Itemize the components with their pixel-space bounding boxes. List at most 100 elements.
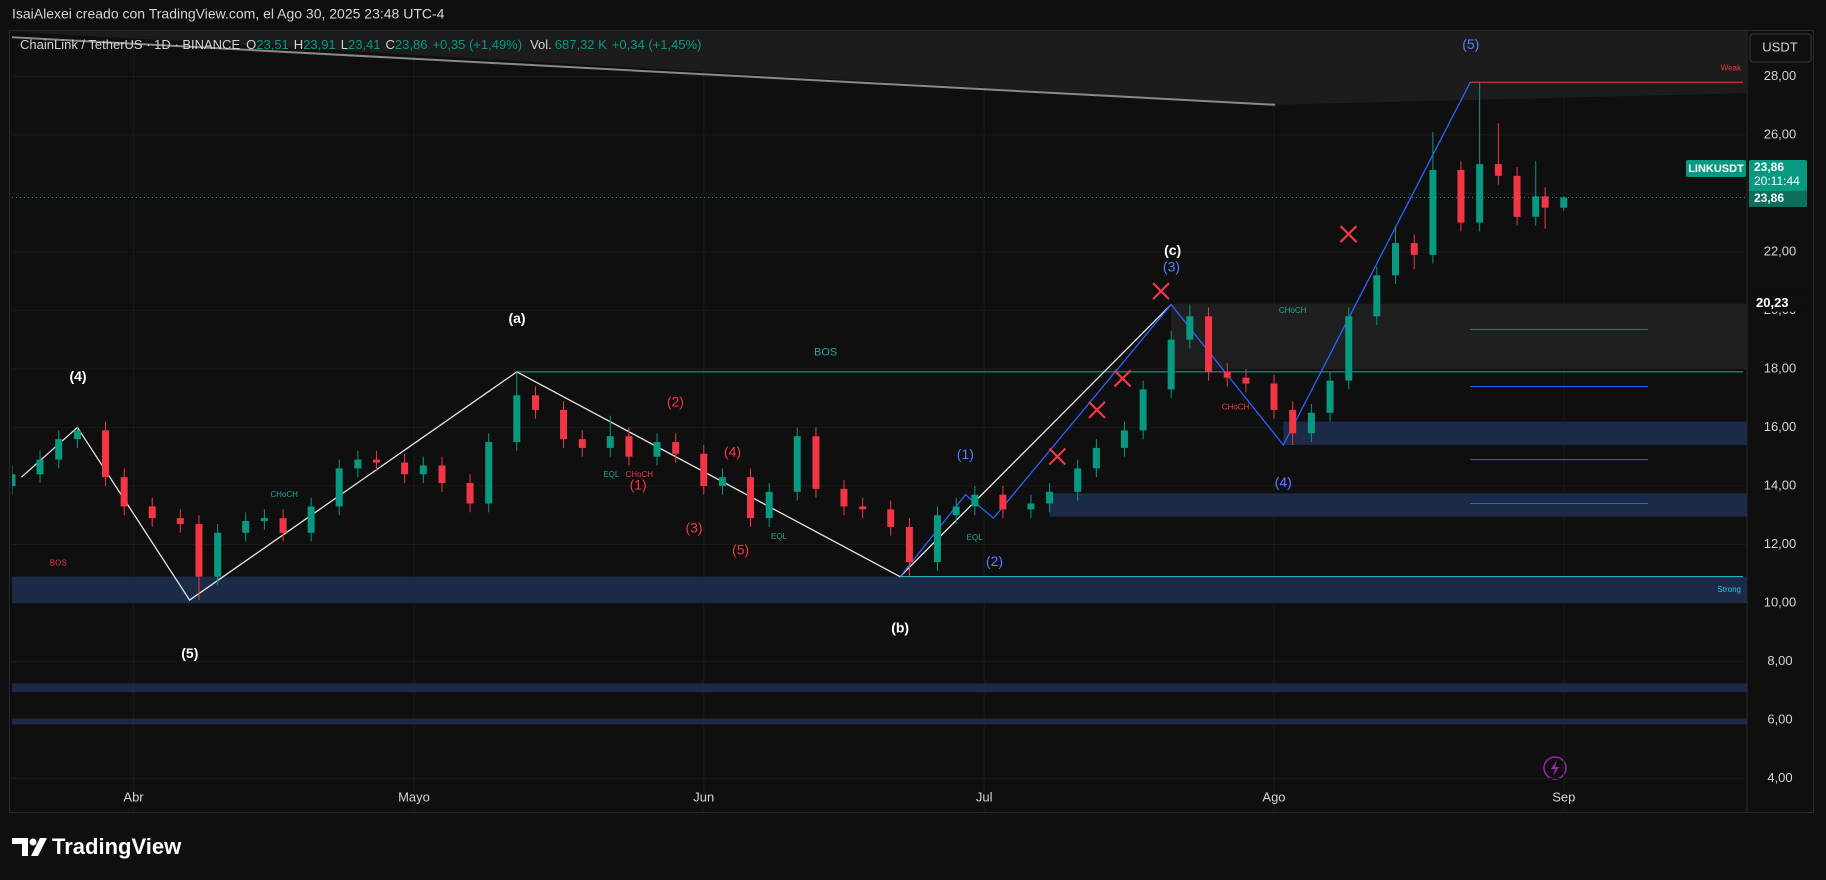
wave-label: (5): [181, 645, 198, 661]
legend-item: H: [294, 37, 303, 52]
legend-item: C: [386, 37, 395, 52]
candle-body: [1027, 503, 1035, 510]
candle-body: [1307, 412, 1315, 434]
zone: [12, 683, 1747, 693]
y-tick-label: 16,00: [1764, 419, 1797, 434]
wave-label: (b): [891, 620, 909, 636]
x-tick-label: Ago: [1262, 789, 1285, 804]
candle-body: [195, 523, 203, 577]
wave-label: (c): [1164, 242, 1181, 258]
y-tick-label: 8,00: [1767, 653, 1792, 668]
annotation: BOS: [814, 347, 837, 359]
candle-body: [765, 491, 773, 519]
last-tag-text: 23,86: [1754, 191, 1784, 205]
candle-body: [36, 459, 44, 475]
candle-body: [260, 518, 268, 522]
candle-body: [653, 442, 661, 457]
candle-body: [12, 474, 16, 486]
candle-body: [1186, 316, 1194, 340]
candle-body: [438, 465, 446, 484]
candle-body: [1120, 430, 1128, 448]
candle-body: [120, 477, 128, 507]
wave-label: (1): [630, 476, 647, 492]
candle-body: [354, 459, 362, 469]
legend-item: L: [341, 37, 348, 52]
candle-body: [335, 468, 343, 507]
annotation: CHoCH: [1222, 403, 1250, 412]
annotation: EQL: [967, 533, 984, 542]
zone: [12, 718, 1747, 725]
wave-label: (2): [667, 394, 684, 410]
candle-body: [55, 439, 63, 460]
candle-body: [1074, 468, 1082, 492]
candle-body: [952, 506, 960, 516]
candle-body: [466, 483, 474, 504]
candle-body: [718, 477, 726, 486]
annotation: EQL: [603, 470, 620, 479]
candle-body: [485, 442, 493, 504]
y-tick-label: 22,00: [1764, 243, 1797, 258]
annotation: CHoCH: [270, 490, 298, 499]
level-tag-text: 20,23: [1756, 295, 1789, 310]
wave-line: [20, 304, 1172, 601]
currency[interactable]: USDT: [1762, 39, 1797, 54]
y-tick-label: 6,00: [1767, 711, 1792, 726]
currency-box[interactable]: [1749, 33, 1812, 63]
zone: [1171, 303, 1747, 369]
logo-dot: [29, 838, 37, 846]
candle-body: [625, 436, 633, 457]
symbol-tag-text: LINKUSDT: [1688, 163, 1744, 175]
wave-label: (4): [724, 444, 741, 460]
legend-item: +0,35 (+1,49%): [432, 37, 522, 52]
candle-body: [700, 453, 708, 486]
candle-body: [1046, 491, 1054, 504]
annotation: EQL: [771, 532, 788, 541]
candle-body: [1541, 196, 1549, 208]
zone: [12, 576, 1747, 603]
symbol-tag: [1686, 160, 1746, 177]
candle-body: [933, 515, 941, 563]
legend-item: 23,86: [395, 37, 428, 52]
wave-label: (a): [508, 310, 525, 326]
wave-label: (3): [1163, 259, 1180, 275]
wave-label: (5): [732, 542, 749, 558]
candle-body: [859, 506, 867, 510]
legend-item: 687,32 K: [555, 37, 607, 52]
candle-body: [279, 518, 287, 533]
candle-body: [176, 518, 184, 524]
candle-body: [999, 494, 1007, 510]
legend-item: O: [246, 37, 256, 52]
brand-logo: TradingView: [12, 834, 182, 859]
level-tag: [1749, 295, 1807, 312]
candle-body: [793, 436, 801, 492]
x-tick-label: Sep: [1552, 789, 1575, 804]
candle-body: [840, 488, 848, 507]
zone: [1049, 493, 1747, 517]
countdown: 20:11:44: [1754, 174, 1800, 188]
annotation: CHoCH: [626, 470, 654, 479]
candle-body: [513, 395, 521, 443]
legend-item: 23,41: [348, 37, 381, 52]
y-tick-label: 26,00: [1764, 126, 1797, 141]
candle-body: [1289, 409, 1297, 434]
x-tick-label: Mayo: [398, 789, 430, 804]
candle-body: [1532, 196, 1540, 217]
last-tag: [1749, 191, 1807, 207]
candle-body: [672, 442, 680, 454]
candle-body: [307, 506, 315, 533]
candle-body: [1476, 164, 1484, 223]
candle-body: [148, 506, 156, 519]
wave-label: (4): [69, 368, 86, 384]
legend-item: 23,91: [303, 37, 336, 52]
candle-body: [1345, 316, 1353, 381]
candle-body: [373, 459, 381, 463]
candle-body: [1392, 243, 1400, 276]
icon-bolt[interactable]: [1551, 760, 1559, 776]
candle-body: [214, 532, 222, 577]
candle-body: [73, 430, 81, 440]
legend-item: 23,51: [256, 37, 289, 52]
x-marker: [1088, 401, 1106, 419]
candle-body: [1494, 164, 1502, 176]
y-tick-label: 28,00: [1764, 68, 1797, 83]
